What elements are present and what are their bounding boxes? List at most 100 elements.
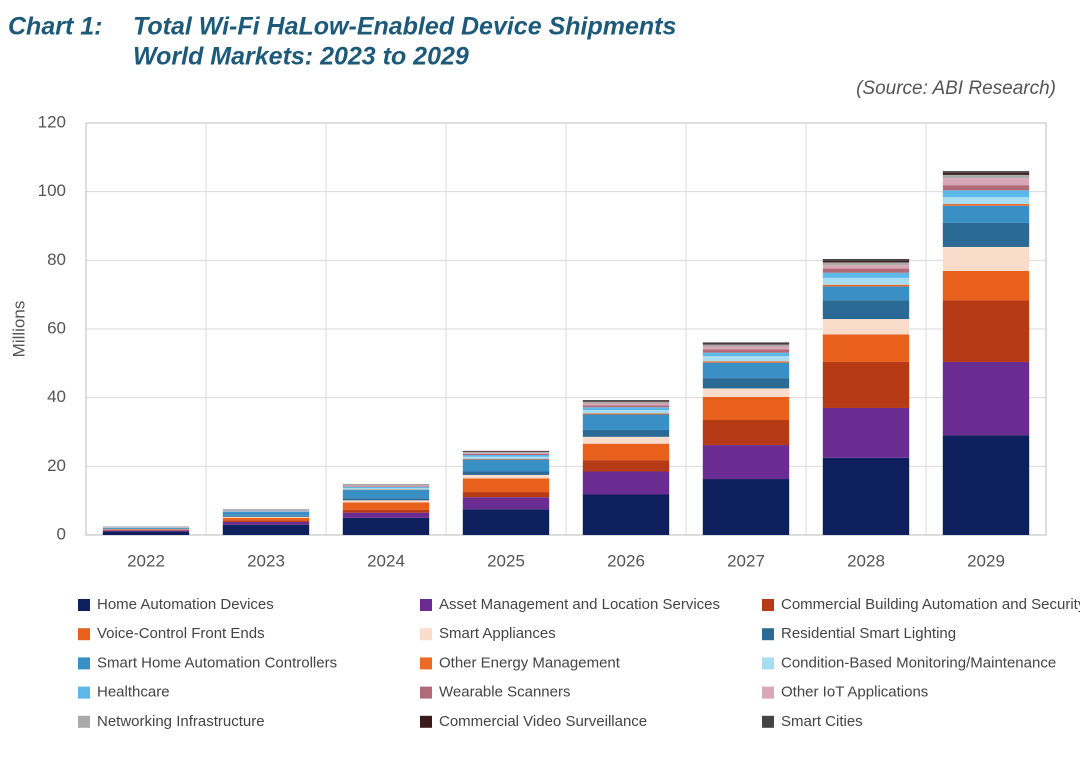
bar-segment (822, 457, 910, 535)
bar-segment (822, 286, 910, 301)
bar-segment (342, 517, 430, 535)
bar-segment (342, 484, 430, 486)
bar-segment (942, 205, 1030, 223)
legend-label: Networking Infrastructure (97, 713, 265, 730)
bar-segment (582, 413, 670, 415)
x-tick-label: 2023 (247, 551, 285, 570)
bar-segment (942, 178, 1030, 186)
bar-segment (942, 361, 1030, 436)
legend-swatch (78, 715, 90, 728)
bar-segment (942, 246, 1030, 271)
bar-segment (822, 268, 910, 273)
y-tick-label: 100 (38, 181, 66, 200)
bar-segment (582, 410, 670, 414)
bar-segment (222, 516, 310, 518)
chart-title-prefix: Chart 1: (8, 13, 102, 41)
x-tick-label: 2025 (487, 551, 525, 570)
bar-segment (462, 458, 550, 460)
bar-segment (582, 471, 670, 495)
bar-segment (942, 172, 1030, 175)
y-tick-label: 40 (47, 387, 66, 406)
bar-segment (702, 352, 790, 357)
bar-segment (702, 388, 790, 397)
bar-segment (222, 521, 310, 525)
legend-label: Residential Smart Lighting (781, 625, 956, 642)
bar-segment (462, 455, 550, 457)
bar-segment (342, 485, 430, 487)
bar-segment (702, 396, 790, 420)
bar-segment (462, 456, 550, 459)
bar-segment (942, 222, 1030, 247)
bar-segment (822, 260, 910, 263)
bar-segment (462, 450, 550, 452)
legend-swatch (762, 628, 774, 641)
bar-segment (702, 346, 790, 350)
bar-segment (942, 185, 1030, 191)
legend-swatch (78, 686, 90, 699)
bar-segment (102, 531, 190, 535)
bar-segment (102, 530, 190, 532)
bar-segment (582, 407, 670, 411)
bar-segment (222, 524, 310, 535)
legend-swatch (420, 686, 432, 699)
x-tick-label: 2028 (847, 551, 885, 570)
x-tick-label: 2026 (607, 551, 645, 570)
bar-segment (702, 356, 790, 362)
bar-segment (462, 492, 550, 498)
bar-segment (822, 284, 910, 287)
bar-segment (942, 300, 1030, 362)
bar-segment (942, 171, 1030, 173)
bar-segment (582, 401, 670, 404)
bar-segment (822, 361, 910, 408)
bar-segment (462, 497, 550, 510)
bar-segment (942, 197, 1030, 205)
bar-segment (822, 319, 910, 335)
bar-segment (702, 361, 790, 363)
legend-swatch (762, 657, 774, 670)
legend-swatch (762, 715, 774, 728)
bar-segment (222, 515, 310, 517)
bar-segment (822, 300, 910, 320)
bar-segment (582, 403, 670, 406)
x-tick-label: 2022 (127, 551, 165, 570)
legend-swatch (762, 686, 774, 699)
x-tick-label: 2024 (367, 551, 405, 570)
bar-segment (702, 349, 790, 353)
bar-segment (702, 342, 790, 344)
y-tick-label: 20 (47, 456, 66, 475)
y-axis-label: Millions (9, 301, 28, 358)
legend-label: Voice-Control Front Ends (97, 625, 265, 642)
bar-segment (222, 517, 310, 521)
bar-segment (702, 445, 790, 480)
bar-segment (342, 489, 430, 499)
bar-segment (342, 487, 430, 490)
legend-label: Wearable Scanners (439, 684, 570, 701)
bar-segment (222, 510, 310, 512)
plot-border (85, 122, 1047, 536)
bar-segment (342, 486, 430, 488)
bar-segment (582, 405, 670, 408)
bar-segment (582, 494, 670, 535)
bar-segment (462, 474, 550, 479)
bar-segment (702, 479, 790, 535)
legend-label: Other IoT Applications (781, 684, 928, 701)
bar-segment (822, 262, 910, 266)
bar-segment (942, 174, 1030, 179)
bar-segment (462, 509, 550, 535)
bar-segment (582, 460, 670, 472)
bar-segment (102, 527, 190, 529)
legend-swatch (78, 657, 90, 670)
bar-segment (702, 378, 790, 389)
bar-segment (342, 498, 430, 501)
chart-subtitle: World Markets: 2023 to 2029 (133, 43, 469, 71)
bar-segment (342, 512, 430, 518)
legend-label: Smart Home Automation Controllers (97, 654, 337, 671)
legend-label: Other Energy Management (439, 654, 621, 671)
bar-segment (102, 529, 190, 531)
bar-segment (222, 511, 310, 516)
bar-segment (462, 471, 550, 475)
bar-segment (582, 429, 670, 437)
bar-segment (582, 400, 670, 402)
bar-segment (462, 452, 550, 454)
chart-title: Total Wi-Fi HaLow-Enabled Device Shipmen… (133, 13, 676, 41)
